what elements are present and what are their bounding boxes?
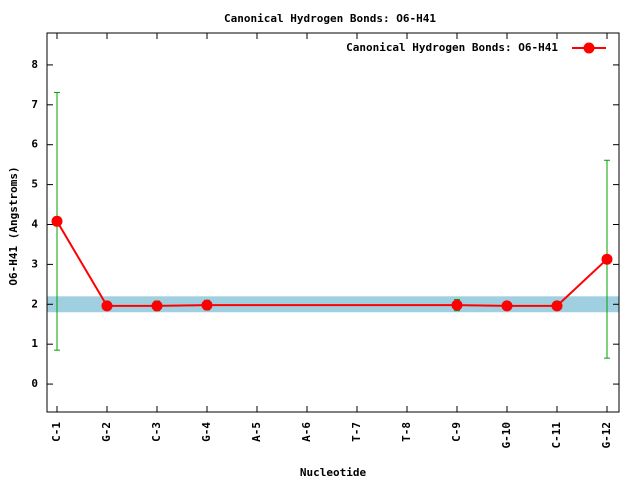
x-tick-label: C-3 [150,422,163,442]
y-tick-label: 8 [31,58,38,71]
y-tick-label: 2 [31,297,38,310]
x-tick-label: G-2 [100,422,113,442]
data-line [56,220,608,307]
data-point [101,300,113,312]
x-tick-label: T-8 [400,422,413,442]
chart-title: Canonical Hydrogen Bonds: O6-H41 [224,12,436,25]
y-tick-label: 5 [31,178,38,191]
x-axis-label: Nucleotide [300,466,367,479]
x-tick-label: G-10 [500,422,513,449]
y-tick-label: 7 [31,98,38,111]
y-tick-label: 3 [31,257,38,270]
x-tick-label: A-6 [300,422,313,442]
y-tick-label: 4 [31,217,38,230]
data-point [51,215,63,227]
data-point [151,300,163,312]
x-tick-label: T-7 [350,422,363,442]
y-axis-label: O6-H41 (Angstroms) [7,166,20,285]
plot-frame [46,32,620,413]
x-tick-label: C-9 [450,422,463,442]
legend-label: Canonical Hydrogen Bonds: O6-H41 [346,41,558,54]
y-tick-label: 6 [31,138,38,151]
y-tick-label: 0 [31,377,38,390]
data-point [451,299,463,311]
data-point [201,299,213,311]
data-point [501,300,513,312]
x-tick-label: G-4 [200,422,213,442]
x-tick-label: C-11 [550,422,563,449]
x-tick-label: C-1 [50,422,63,442]
data-point [551,300,563,312]
legend-marker [583,42,595,54]
x-tick-label: A-5 [250,422,263,442]
data-point [601,253,613,265]
y-tick-label: 1 [31,337,38,350]
x-tick-label: G-12 [600,422,613,449]
